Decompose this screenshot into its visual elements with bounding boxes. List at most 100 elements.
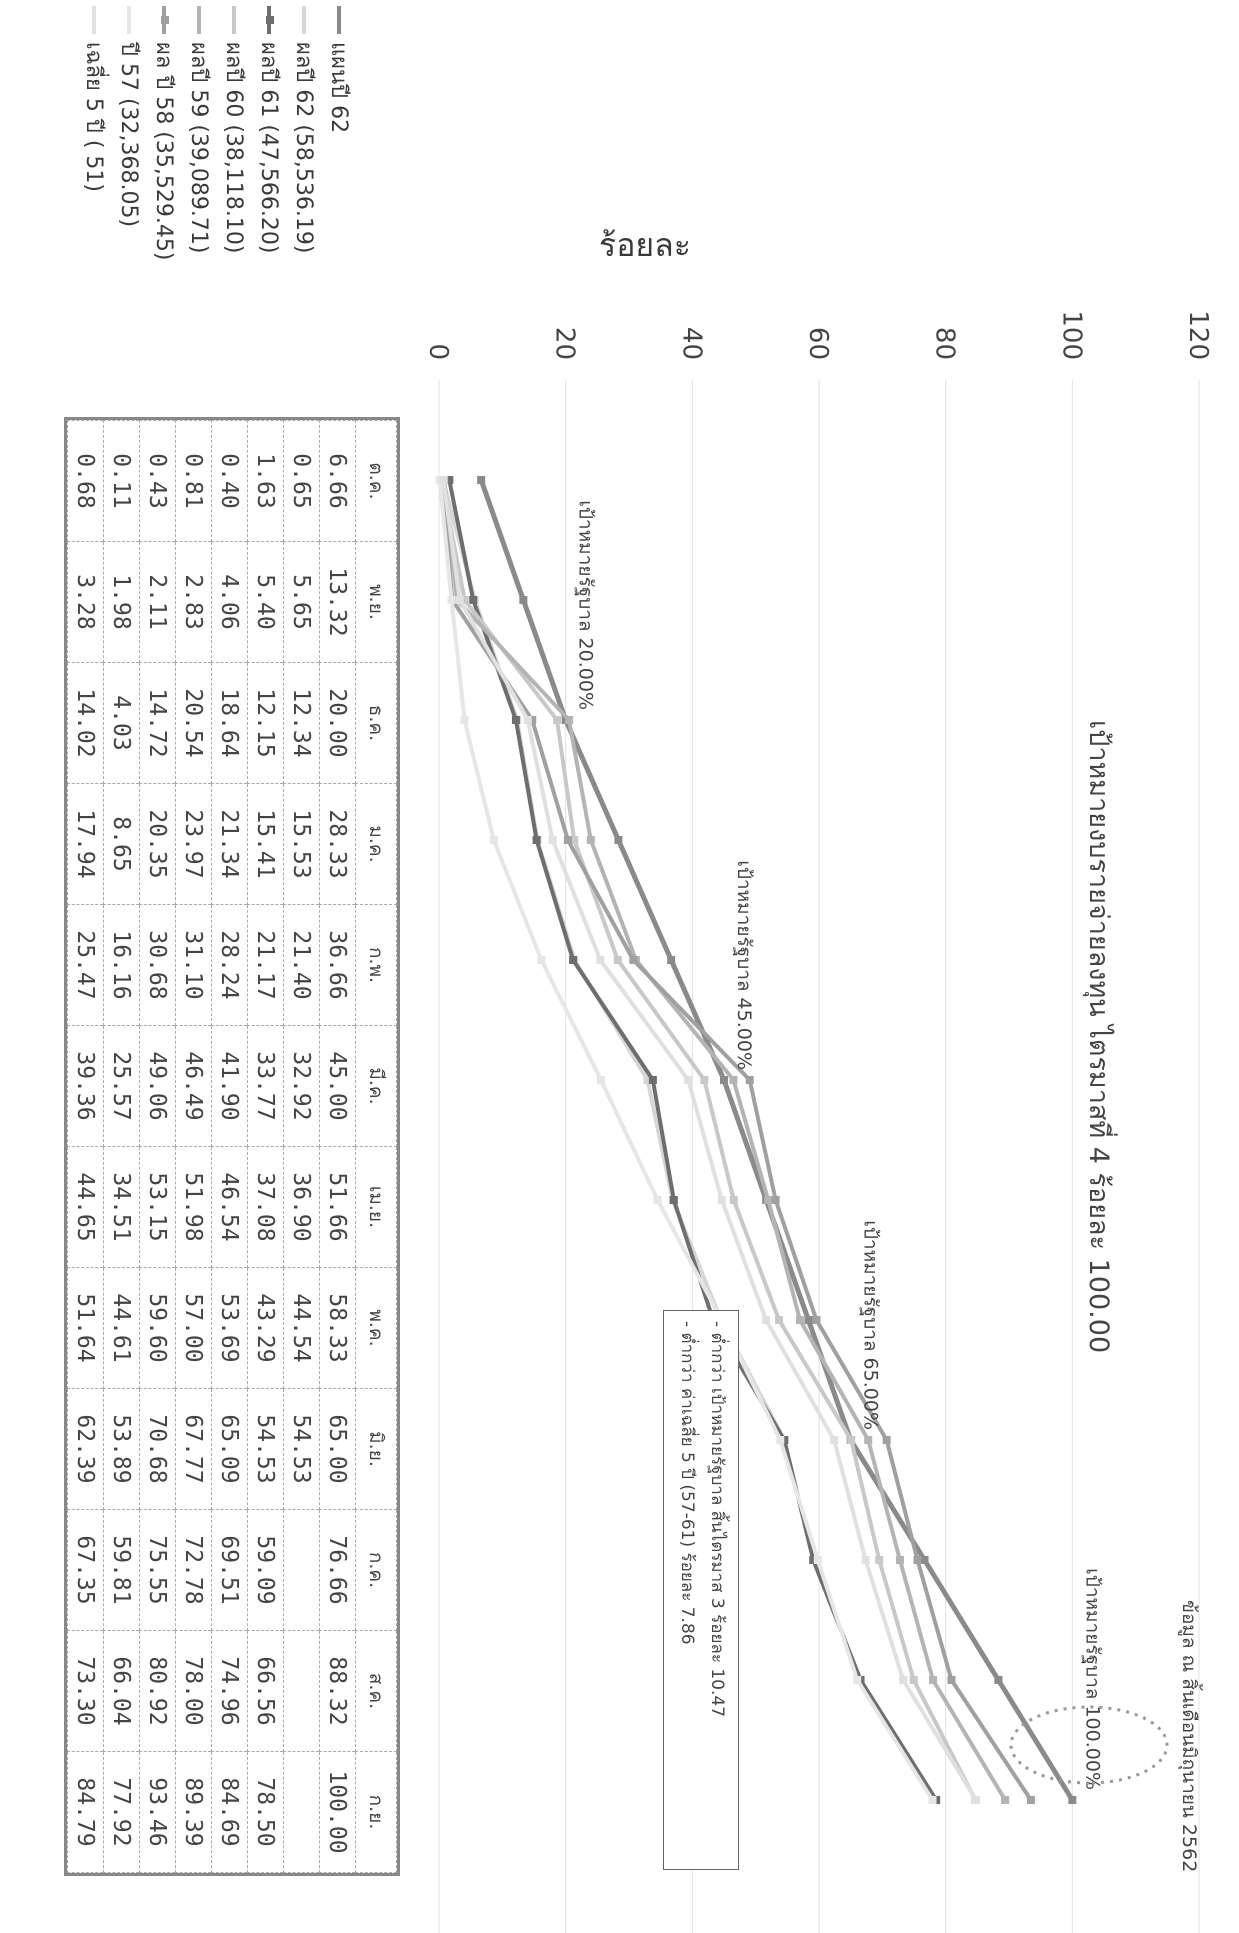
- series-line: [447, 479, 938, 1802]
- data-point: [511, 716, 520, 724]
- data-point: [1026, 1796, 1035, 1804]
- table-cell: [283, 1630, 320, 1752]
- legend-label: ผลปี 61 (47,566.20): [256, 42, 281, 254]
- table-cell: 78.50: [247, 1751, 284, 1873]
- table-cell: 46.54: [211, 1146, 248, 1268]
- data-point: [586, 836, 595, 844]
- table-cell: 30.68: [139, 904, 176, 1026]
- data-point: [563, 836, 572, 844]
- table-row: 1.63 5.40 12.15 15.41 21.17 33.77 37.08 43.29 54…: [247, 420, 284, 1873]
- y-tick-label: 80: [930, 327, 960, 360]
- legend-item: แผนปี 62: [322, 0, 357, 420]
- legend-item: ผลปี 60 (38,118.10): [217, 0, 252, 420]
- data-point: [460, 716, 469, 724]
- data-point: [830, 1436, 839, 1444]
- data-point: [899, 1676, 908, 1684]
- legend-swatch: [92, 6, 97, 34]
- table-cell: 15.41: [247, 783, 284, 905]
- data-point: [477, 476, 486, 484]
- legend-label: ผลปี 59 (39,089.71): [186, 42, 211, 254]
- data-point: [1001, 1796, 1010, 1804]
- legend-swatch: [197, 6, 202, 34]
- y-tick-label: 40: [676, 327, 706, 360]
- data-point: [812, 1316, 821, 1324]
- table-cell: 21.17: [247, 904, 284, 1026]
- table-cell: 59.60: [139, 1267, 176, 1389]
- data-point: [994, 1676, 1003, 1684]
- table-cell: 58.33: [319, 1267, 356, 1389]
- table-cell: 3.28: [67, 541, 104, 663]
- table-cell: 36.66: [319, 904, 356, 1026]
- target-annotations: เป้าหมายรัฐบาล 20.00% เป้าหมายรัฐบาล 45.0…: [575, 500, 1104, 1790]
- highlight-ellipse: [1009, 1705, 1169, 1785]
- table-cell: 53.89: [103, 1388, 140, 1510]
- table-cell: 18.64: [211, 662, 248, 784]
- table-cell: 36.90: [283, 1146, 320, 1268]
- table-cell: 54.53: [283, 1388, 320, 1510]
- line-chart: 0 20 40 60 80 100 120 เป้าหมายรัฐบาล 20.00%เป้…: [423, 310, 1213, 1933]
- data-point: [532, 836, 541, 844]
- table-row: 0.43 2.11 14.72 20.35 30.68 49.06 53.15 59.60 70…: [139, 420, 176, 1873]
- legend-label: ผลปี 62 (58,536.19): [291, 42, 316, 254]
- data-point: [700, 1076, 709, 1084]
- series-line: [441, 479, 978, 1802]
- grid-lines: [438, 380, 1200, 1933]
- table-cell: 59.81: [103, 1509, 140, 1631]
- table-cell: 1.98: [103, 541, 140, 663]
- table-cell: 13.32: [319, 541, 356, 663]
- data-point: [729, 1196, 738, 1204]
- target-annotation: เป้าหมายรัฐบาล 20.00%: [575, 500, 597, 710]
- legend-label: ผลปี 60 (38,118.10): [221, 42, 246, 254]
- table-cell: 59.09: [247, 1509, 284, 1631]
- legend-item: เฉลี่ย 5 ปี ( 51): [77, 0, 112, 420]
- table-cell: 49.06: [139, 1025, 176, 1147]
- legend-swatch: [162, 6, 167, 34]
- series-line: [439, 479, 978, 1801]
- table-cell: 51.98: [175, 1146, 212, 1268]
- table-cell: 4.03: [103, 662, 140, 784]
- table-cell: 14.72: [139, 662, 176, 784]
- data-point: [847, 1436, 856, 1444]
- data-point: [447, 596, 456, 604]
- table-cell: 0.43: [139, 420, 176, 542]
- table-cell: 88.32: [319, 1630, 356, 1752]
- table-cell: 74.96: [211, 1630, 248, 1752]
- legend-swatch: [127, 6, 132, 34]
- y-tick-label: 120: [1183, 310, 1213, 360]
- table-cell: 53.69: [211, 1267, 248, 1389]
- month-header: ก.พ.: [355, 904, 397, 1026]
- series-line: [478, 479, 1075, 1802]
- table-cell: 16.16: [103, 904, 140, 1026]
- data-point: [796, 1316, 804, 1324]
- data-point: [519, 596, 528, 604]
- table-cell: 0.40: [211, 420, 248, 542]
- data-point: [913, 1556, 922, 1564]
- series-line: [439, 479, 1033, 1802]
- data-point: [548, 836, 557, 844]
- table-cell: 45.00: [319, 1025, 356, 1147]
- table-cell: 67.35: [67, 1509, 104, 1631]
- table-cell: 21.40: [283, 904, 320, 1026]
- data-point: [764, 1196, 773, 1204]
- data-point: [762, 1316, 771, 1324]
- y-tick-label: 100: [1056, 310, 1086, 360]
- data-point: [771, 1196, 780, 1204]
- table-cell: 39.36: [67, 1025, 104, 1147]
- data-point: [537, 956, 546, 964]
- month-header: เม.ย.: [355, 1146, 397, 1268]
- table-cell: 44.65: [67, 1146, 104, 1268]
- note-line-1: - ต่ำกว่า เป้าหมายรัฐบาล สิ้นไตรมาส 3 ร้…: [707, 1321, 727, 1718]
- table-cell: 0.81: [175, 420, 212, 542]
- legend-label: แผนปี 62: [326, 42, 351, 134]
- table-cell: 14.02: [67, 662, 104, 784]
- table-cell: 93.46: [139, 1751, 176, 1873]
- data-point: [875, 1556, 884, 1564]
- table-cell: 66.56: [247, 1630, 284, 1752]
- table-cell: 100.00: [319, 1751, 356, 1873]
- table-cell: 5.40: [247, 541, 284, 663]
- data-point: [439, 476, 448, 484]
- table-cell: 44.54: [283, 1267, 320, 1389]
- table-cell: 65.00: [319, 1388, 356, 1510]
- table-cell: 57.00: [175, 1267, 212, 1389]
- table-cell: 44.61: [103, 1267, 140, 1389]
